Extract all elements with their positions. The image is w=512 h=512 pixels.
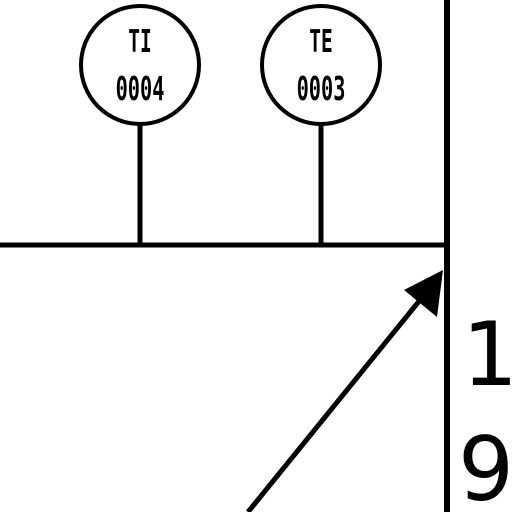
instrument-loop-number: 0003 xyxy=(297,71,346,108)
instrument-function-code: TE xyxy=(309,24,332,60)
instrument-loop-number: 0004 xyxy=(116,71,165,108)
instrument-bubble-te-0003[interactable]: TE 0003 xyxy=(260,4,382,245)
leader-arrow xyxy=(246,270,443,512)
instrument-bubble-ti-0004[interactable]: TI 0004 xyxy=(79,4,201,245)
sheet-reference-line-2: 9 xyxy=(458,418,512,512)
leader-arrow-head xyxy=(404,270,443,317)
instrument-function-code: TI xyxy=(128,24,151,60)
sheet-reference-line-1: 1 xyxy=(462,303,512,406)
leader-arrow-shaft xyxy=(246,298,422,512)
